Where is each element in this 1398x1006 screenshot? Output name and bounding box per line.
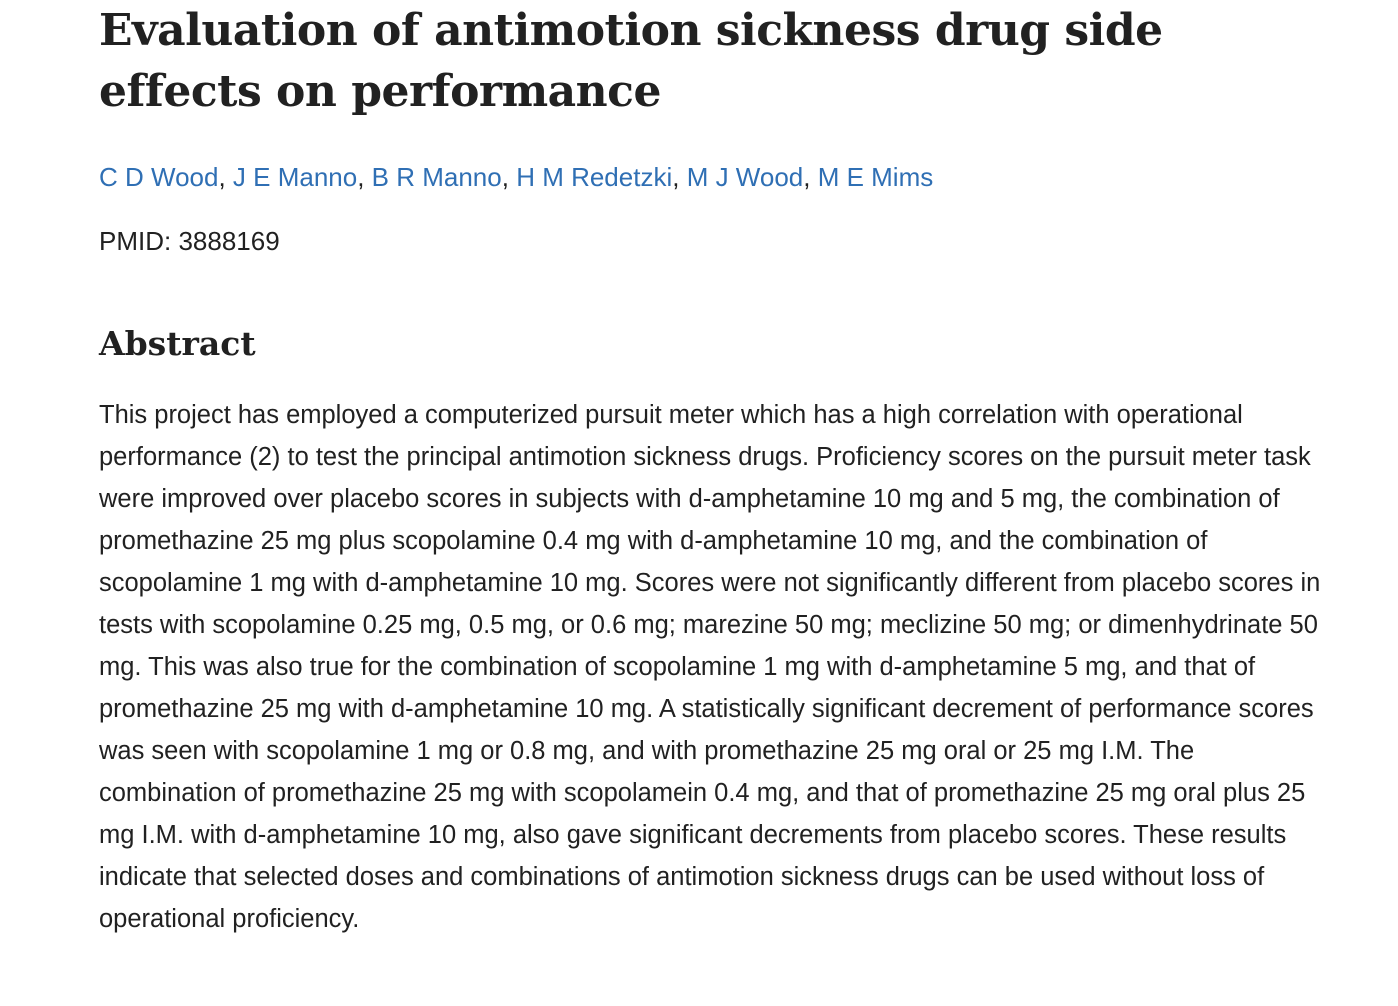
author-separator: , — [501, 162, 517, 192]
author-link[interactable]: H M Redetzki — [516, 162, 673, 192]
article-page: Evaluation of antimotion sickness drug s… — [99, 0, 1329, 966]
author-separator: , — [803, 162, 818, 192]
author-link[interactable]: M J Wood — [686, 162, 804, 192]
pmid-label: PMID: 3888169 — [99, 226, 280, 256]
author-link[interactable]: C D Wood — [99, 162, 219, 192]
author-link[interactable]: B R Manno — [371, 162, 502, 192]
article-title: Evaluation of antimotion sickness drug s… — [99, 5, 1163, 117]
author-link[interactable]: J E Manno — [232, 162, 358, 192]
author-separator: , — [357, 162, 372, 192]
author-list: C D Wood, J E Manno, B R Manno, H M Rede… — [99, 160, 1329, 194]
abstract-heading: Abstract — [99, 324, 256, 363]
abstract-text: This project has employed a computerized… — [99, 401, 1321, 933]
author-link[interactable]: M E Mims — [817, 162, 934, 192]
author-separator: , — [672, 162, 687, 192]
author-separator: , — [218, 162, 233, 192]
